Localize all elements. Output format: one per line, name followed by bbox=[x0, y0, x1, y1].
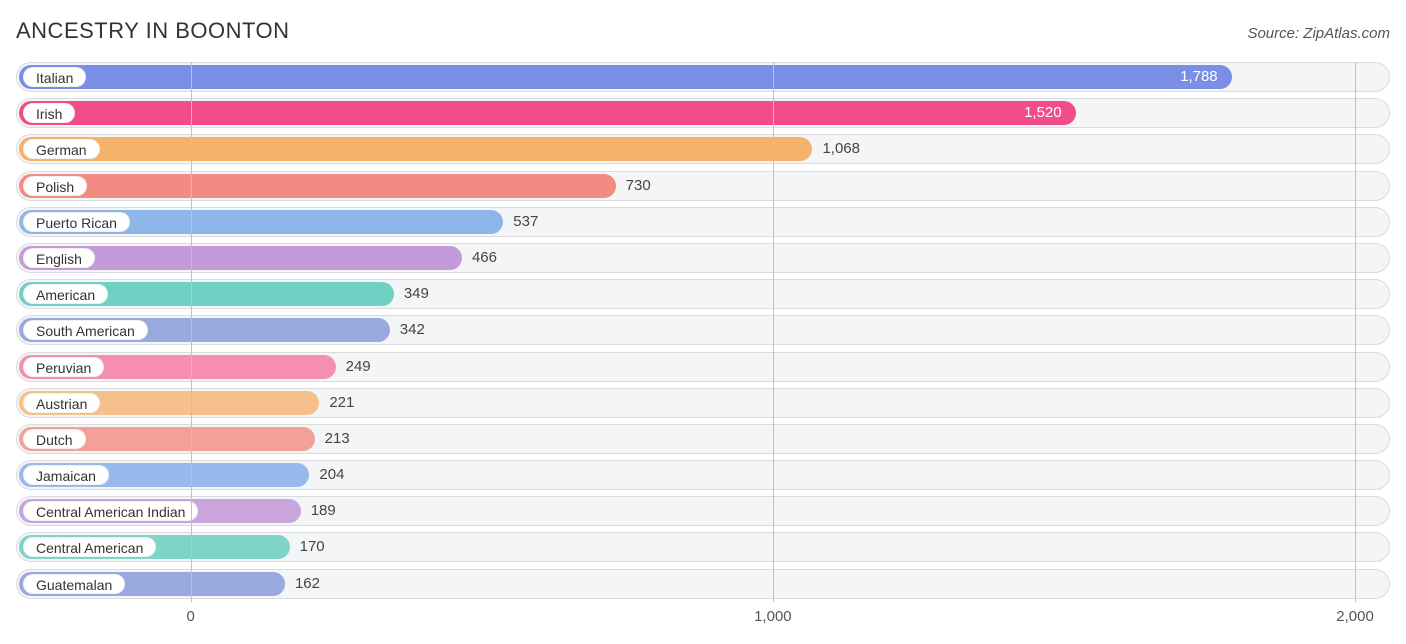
bar-value-label: 249 bbox=[346, 352, 371, 382]
bar-value-label: 1,520 bbox=[1024, 98, 1062, 128]
table-row: Puerto Rican 537 bbox=[16, 207, 1390, 237]
bar-category-label: Central American Indian bbox=[23, 501, 198, 521]
table-row: Peruvian 249 bbox=[16, 352, 1390, 382]
table-row: Polish 730 bbox=[16, 171, 1390, 201]
bar-fill bbox=[19, 137, 812, 161]
table-row: Central American 170 bbox=[16, 532, 1390, 562]
chart-title: ANCESTRY IN BOONTON bbox=[16, 18, 290, 44]
axis-tick-label: 0 bbox=[186, 608, 194, 625]
chart-gridline bbox=[191, 62, 192, 602]
bar-value-label: 466 bbox=[472, 243, 497, 273]
bar-fill bbox=[19, 65, 1232, 89]
bar-value-label: 1,068 bbox=[822, 134, 860, 164]
chart-bars: Italian 1,788 Irish 1,520 German 1,068 Polish 7… bbox=[16, 62, 1390, 599]
bar-category-label: Polish bbox=[23, 176, 87, 196]
bar-value-label: 213 bbox=[325, 424, 350, 454]
table-row: American 349 bbox=[16, 279, 1390, 309]
bar-category-label: South American bbox=[23, 320, 148, 340]
bar-value-label: 537 bbox=[513, 207, 538, 237]
bar-fill bbox=[19, 174, 616, 198]
bar-value-label: 349 bbox=[404, 279, 429, 309]
chart-header: ANCESTRY IN BOONTON Source: ZipAtlas.com bbox=[16, 18, 1390, 44]
bar-value-label: 189 bbox=[311, 496, 336, 526]
bar-category-label: Irish bbox=[23, 103, 75, 123]
bar-category-label: Jamaican bbox=[23, 465, 109, 485]
chart-gridline bbox=[773, 62, 774, 602]
bar-value-label: 221 bbox=[329, 388, 354, 418]
table-row: Irish 1,520 bbox=[16, 98, 1390, 128]
bar-category-label: Central American bbox=[23, 537, 156, 557]
table-row: South American 342 bbox=[16, 315, 1390, 345]
bar-category-label: Puerto Rican bbox=[23, 212, 130, 232]
chart-gridline bbox=[1355, 62, 1356, 602]
bar-value-label: 1,788 bbox=[1180, 62, 1218, 92]
chart-source: Source: ZipAtlas.com bbox=[1247, 25, 1390, 42]
table-row: English 466 bbox=[16, 243, 1390, 273]
axis-tick-label: 1,000 bbox=[754, 608, 792, 625]
bar-value-label: 204 bbox=[319, 460, 344, 490]
bar-value-label: 730 bbox=[626, 171, 651, 201]
table-row: Austrian 221 bbox=[16, 388, 1390, 418]
axis-tick-label: 2,000 bbox=[1336, 608, 1374, 625]
bar-fill bbox=[19, 101, 1076, 125]
table-row: Italian 1,788 bbox=[16, 62, 1390, 92]
bar-category-label: English bbox=[23, 248, 95, 268]
table-row: Guatemalan 162 bbox=[16, 569, 1390, 599]
bar-category-label: American bbox=[23, 284, 108, 304]
bar-category-label: Guatemalan bbox=[23, 574, 125, 594]
table-row: Dutch 213 bbox=[16, 424, 1390, 454]
table-row: Jamaican 204 bbox=[16, 460, 1390, 490]
bar-category-label: Peruvian bbox=[23, 357, 104, 377]
table-row: German 1,068 bbox=[16, 134, 1390, 164]
bar-value-label: 170 bbox=[300, 532, 325, 562]
chart-area: Italian 1,788 Irish 1,520 German 1,068 Polish 7… bbox=[16, 62, 1390, 622]
bar-value-label: 342 bbox=[400, 315, 425, 345]
bar-category-label: Dutch bbox=[23, 429, 86, 449]
bar-value-label: 162 bbox=[295, 569, 320, 599]
bar-category-label: Austrian bbox=[23, 393, 100, 413]
table-row: Central American Indian 189 bbox=[16, 496, 1390, 526]
bar-category-label: German bbox=[23, 139, 100, 159]
bar-category-label: Italian bbox=[23, 67, 86, 87]
